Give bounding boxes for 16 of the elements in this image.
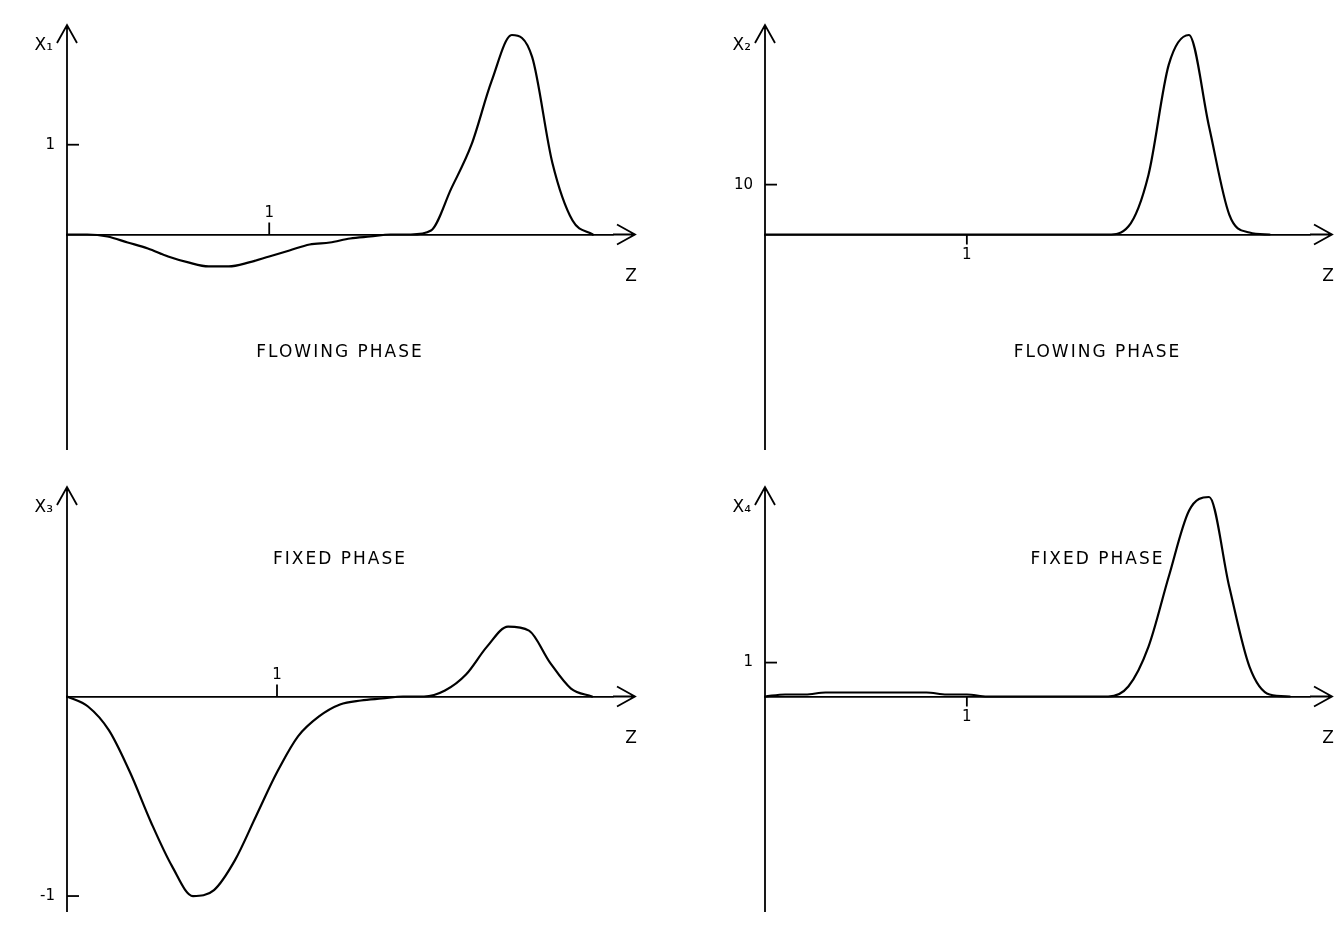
y-axis-title: X₁ [34,33,53,54]
text: FLOWING PHASE [1013,340,1182,361]
text: -1 [40,885,55,904]
y-axis-title: X₂ [732,33,751,54]
text: 1 [962,706,972,725]
y-axis-title: X₃ [34,495,53,516]
x-axis-title: Z [625,265,637,286]
x-axis-title: Z [1322,727,1334,748]
text: 1 [743,652,753,671]
y-axis-title: X₄ [732,495,752,516]
text: 1 [45,134,55,153]
text: 10 [733,174,753,193]
text: FLOWING PHASE [256,340,424,361]
text: 1 [962,244,972,263]
x-axis-title: Z [1322,265,1334,286]
x-axis-title: Z [625,727,637,748]
